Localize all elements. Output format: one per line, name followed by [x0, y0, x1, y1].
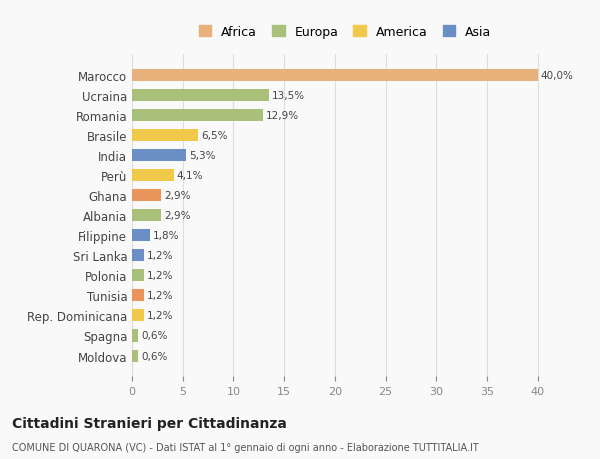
Bar — [132, 230, 150, 242]
Text: 13,5%: 13,5% — [272, 91, 305, 101]
Bar — [132, 190, 161, 202]
Bar — [132, 130, 198, 142]
Text: 5,3%: 5,3% — [189, 151, 215, 161]
Bar — [132, 270, 144, 282]
Bar — [132, 290, 144, 302]
Text: 40,0%: 40,0% — [541, 71, 574, 81]
Text: 1,2%: 1,2% — [147, 251, 174, 261]
Legend: Africa, Europa, America, Asia: Africa, Europa, America, Asia — [193, 20, 497, 45]
Text: 12,9%: 12,9% — [266, 111, 299, 121]
Bar — [132, 170, 173, 182]
Bar — [132, 90, 269, 102]
Text: 1,2%: 1,2% — [147, 291, 174, 301]
Bar — [132, 210, 161, 222]
Text: Cittadini Stranieri per Cittadinanza: Cittadini Stranieri per Cittadinanza — [12, 416, 287, 430]
Bar — [132, 250, 144, 262]
Text: COMUNE DI QUARONA (VC) - Dati ISTAT al 1° gennaio di ogni anno - Elaborazione TU: COMUNE DI QUARONA (VC) - Dati ISTAT al 1… — [12, 442, 479, 452]
Text: 6,5%: 6,5% — [201, 131, 227, 141]
Bar — [132, 310, 144, 322]
Text: 2,9%: 2,9% — [164, 191, 191, 201]
Bar — [132, 110, 263, 122]
Text: 2,9%: 2,9% — [164, 211, 191, 221]
Text: 1,8%: 1,8% — [154, 231, 180, 241]
Text: 0,6%: 0,6% — [141, 331, 167, 341]
Text: 0,6%: 0,6% — [141, 351, 167, 361]
Text: 1,2%: 1,2% — [147, 311, 174, 321]
Bar — [132, 70, 538, 82]
Text: 1,2%: 1,2% — [147, 271, 174, 281]
Bar — [132, 350, 138, 362]
Bar — [132, 330, 138, 342]
Bar — [132, 150, 186, 162]
Text: 4,1%: 4,1% — [176, 171, 203, 181]
